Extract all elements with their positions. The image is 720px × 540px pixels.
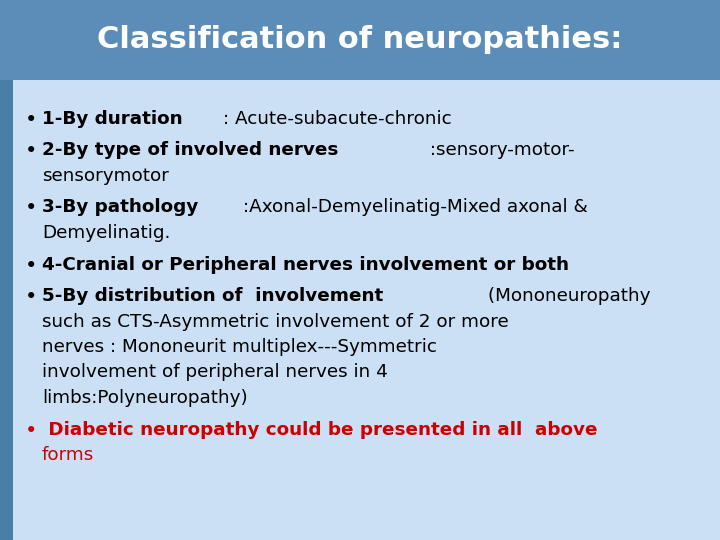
Text: limbs:Polyneuropathy): limbs:Polyneuropathy) bbox=[42, 389, 248, 407]
FancyBboxPatch shape bbox=[0, 0, 720, 80]
Text: 1-By duration: 1-By duration bbox=[42, 110, 182, 127]
Text: involvement of peripheral nerves in 4: involvement of peripheral nerves in 4 bbox=[42, 363, 387, 381]
Text: 2-By type of involved nerves: 2-By type of involved nerves bbox=[42, 141, 338, 159]
Text: Demyelinatig.: Demyelinatig. bbox=[42, 224, 170, 242]
Text: •: • bbox=[25, 141, 37, 161]
Text: : Acute-subacute-chronic: : Acute-subacute-chronic bbox=[223, 110, 452, 127]
Text: •: • bbox=[25, 287, 37, 307]
Text: such as CTS-Asymmetric involvement of 2 or more: such as CTS-Asymmetric involvement of 2 … bbox=[42, 313, 508, 330]
Text: forms: forms bbox=[42, 446, 94, 464]
Text: nerves : Mononeurit multiplex---Symmetric: nerves : Mononeurit multiplex---Symmetri… bbox=[42, 338, 437, 356]
Text: sensorymotor: sensorymotor bbox=[42, 167, 168, 185]
Text: 5-By distribution of  involvement: 5-By distribution of involvement bbox=[42, 287, 383, 305]
Text: :sensory-motor-: :sensory-motor- bbox=[424, 141, 575, 159]
Text: Classification of neuropathies:: Classification of neuropathies: bbox=[97, 25, 623, 55]
Text: •: • bbox=[25, 421, 37, 441]
Text: •: • bbox=[25, 199, 37, 219]
Text: 4-Cranial or Peripheral nerves involvement or both: 4-Cranial or Peripheral nerves involveme… bbox=[42, 255, 569, 274]
Text: •: • bbox=[25, 110, 37, 130]
Text: Diabetic neuropathy could be presented in all  above: Diabetic neuropathy could be presented i… bbox=[42, 421, 598, 438]
Text: •: • bbox=[25, 255, 37, 275]
Text: :Axonal-Demyelinatig-Mixed axonal &: :Axonal-Demyelinatig-Mixed axonal & bbox=[243, 199, 588, 217]
Text: (Mononeuropathy: (Mononeuropathy bbox=[482, 287, 651, 305]
FancyBboxPatch shape bbox=[0, 80, 13, 540]
Text: 3-By pathology: 3-By pathology bbox=[42, 199, 198, 217]
